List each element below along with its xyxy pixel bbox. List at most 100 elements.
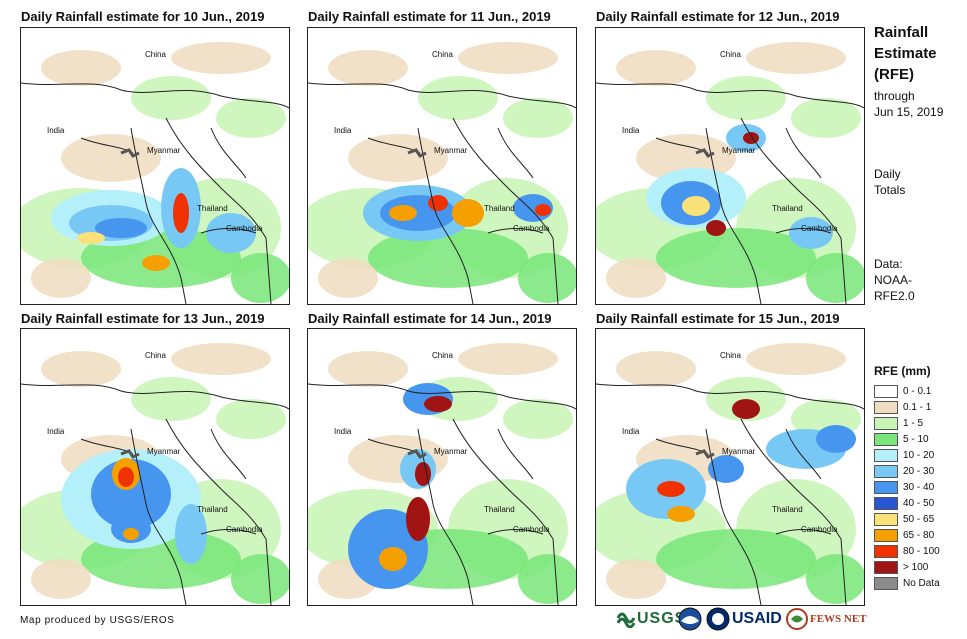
usaid-logo: USAID bbox=[706, 606, 782, 632]
side-through: through Jun 15, 2019 bbox=[874, 88, 943, 120]
label-myanmar: Myanmar bbox=[434, 447, 468, 456]
label-cambodia: Cambodia bbox=[801, 224, 838, 233]
label-china: China bbox=[432, 351, 453, 360]
data-label: Data: bbox=[874, 257, 903, 271]
label-china: China bbox=[432, 50, 453, 59]
rainfall-map-jun10: China India Myanmar Thailand Cambodia bbox=[20, 27, 290, 305]
legend-item: 65 - 80 bbox=[874, 527, 934, 543]
data-source-1: NOAA- bbox=[874, 273, 913, 287]
panel-title-jun15: Daily Rainfall estimate for 15 Jun., 201… bbox=[596, 311, 840, 326]
side-daily: Daily Totals bbox=[874, 166, 905, 198]
daily-text: Daily bbox=[874, 167, 901, 181]
legend-swatch bbox=[874, 576, 898, 590]
usgs-logo: USGS bbox=[617, 606, 686, 632]
legend-item: 1 - 5 bbox=[874, 415, 923, 431]
legend-swatch bbox=[874, 480, 898, 494]
legend-item: No Data bbox=[874, 575, 940, 591]
legend-label: 40 - 50 bbox=[903, 497, 935, 509]
legend-item: 10 - 20 bbox=[874, 447, 934, 463]
legend-swatch bbox=[874, 384, 898, 398]
legend-label: > 100 bbox=[903, 561, 929, 573]
label-cambodia: Cambodia bbox=[226, 224, 263, 233]
legend-label: 0.1 - 1 bbox=[903, 401, 932, 413]
label-cambodia: Cambodia bbox=[801, 525, 838, 534]
legend-item: 20 - 30 bbox=[874, 463, 934, 479]
legend-swatch bbox=[874, 400, 898, 414]
usgs-text: USGS bbox=[637, 610, 687, 627]
legend-item: 0.1 - 1 bbox=[874, 399, 931, 415]
map-graphic bbox=[596, 343, 864, 605]
legend-label: No Data bbox=[903, 577, 940, 589]
label-china: China bbox=[145, 351, 166, 360]
totals-text: Totals bbox=[874, 183, 906, 197]
legend-swatch bbox=[874, 496, 898, 510]
label-india: India bbox=[47, 126, 65, 135]
legend-swatch bbox=[874, 560, 898, 574]
legend-label: 0 - 0.1 bbox=[903, 385, 932, 397]
label-india: India bbox=[622, 126, 640, 135]
map-graphic bbox=[596, 42, 864, 304]
legend-label: 80 - 100 bbox=[903, 545, 940, 557]
label-china: China bbox=[145, 50, 166, 59]
legend-swatch bbox=[874, 544, 898, 558]
legend-swatch bbox=[874, 432, 898, 446]
label-china: China bbox=[720, 351, 741, 360]
legend-label: 50 - 65 bbox=[903, 513, 935, 525]
legend-swatch bbox=[874, 512, 898, 526]
label-cambodia: Cambodia bbox=[226, 525, 263, 534]
label-india: India bbox=[334, 427, 352, 436]
fews-net-logo: FEWS NET bbox=[786, 606, 867, 632]
rainfall-map-jun13: China India Myanmar Thailand Cambodia bbox=[20, 328, 290, 606]
map-graphic bbox=[21, 42, 289, 304]
label-thailand: Thailand bbox=[197, 505, 228, 514]
label-thailand: Thailand bbox=[484, 204, 515, 213]
label-myanmar: Myanmar bbox=[434, 146, 468, 155]
rainfall-map-jun14: China India Myanmar Thailand Cambodia bbox=[307, 328, 577, 606]
label-myanmar: Myanmar bbox=[722, 146, 756, 155]
map-graphic bbox=[308, 343, 576, 605]
legend-item: 30 - 40 bbox=[874, 479, 934, 495]
fews-net-text: FEWS NET bbox=[810, 613, 867, 625]
side-data-source: Data: NOAA- RFE2.0 bbox=[874, 256, 915, 304]
rainfall-map-jun15: China India Myanmar Thailand Cambodia bbox=[595, 328, 865, 606]
side-title-line2: Estimate bbox=[874, 45, 937, 62]
map-graphic bbox=[21, 343, 289, 605]
legend-item: 80 - 100 bbox=[874, 543, 940, 559]
through-text: through bbox=[874, 89, 915, 103]
legend-label: 20 - 30 bbox=[903, 465, 935, 477]
label-thailand: Thailand bbox=[772, 204, 803, 213]
legend-label: 5 - 10 bbox=[903, 433, 929, 445]
legend-item: > 100 bbox=[874, 559, 928, 575]
legend-title: RFE (mm) bbox=[874, 364, 931, 378]
data-source-2: RFE2.0 bbox=[874, 289, 915, 303]
panel-title-jun14: Daily Rainfall estimate for 14 Jun., 201… bbox=[308, 311, 552, 326]
side-title-line3: (RFE) bbox=[874, 66, 914, 83]
label-india: India bbox=[47, 427, 65, 436]
legend-swatch bbox=[874, 416, 898, 430]
label-thailand: Thailand bbox=[484, 505, 515, 514]
legend-item: 40 - 50 bbox=[874, 495, 934, 511]
label-cambodia: Cambodia bbox=[513, 224, 550, 233]
panel-title-jun13: Daily Rainfall estimate for 13 Jun., 201… bbox=[21, 311, 265, 326]
legend-item: 5 - 10 bbox=[874, 431, 929, 447]
label-thailand: Thailand bbox=[772, 505, 803, 514]
legend-label: 30 - 40 bbox=[903, 481, 935, 493]
legend-item: 50 - 65 bbox=[874, 511, 934, 527]
legend-swatch bbox=[874, 464, 898, 478]
legend-swatch bbox=[874, 448, 898, 462]
label-myanmar: Myanmar bbox=[147, 146, 181, 155]
map-credit: Map produced by USGS/EROS bbox=[20, 615, 175, 626]
panel-title-jun10: Daily Rainfall estimate for 10 Jun., 201… bbox=[21, 9, 265, 24]
label-cambodia: Cambodia bbox=[513, 525, 550, 534]
side-title: Rainfall Estimate (RFE) bbox=[874, 22, 937, 85]
usaid-seal-icon bbox=[706, 607, 730, 631]
label-china: China bbox=[720, 50, 741, 59]
legend-label: 1 - 5 bbox=[903, 417, 924, 429]
panel-title-jun11: Daily Rainfall estimate for 11 Jun., 201… bbox=[308, 9, 551, 24]
map-graphic bbox=[308, 42, 576, 304]
through-date: Jun 15, 2019 bbox=[874, 105, 944, 119]
side-title-line1: Rainfall bbox=[874, 24, 929, 41]
usaid-text: USAID bbox=[732, 610, 782, 627]
label-myanmar: Myanmar bbox=[147, 447, 181, 456]
label-india: India bbox=[334, 126, 352, 135]
